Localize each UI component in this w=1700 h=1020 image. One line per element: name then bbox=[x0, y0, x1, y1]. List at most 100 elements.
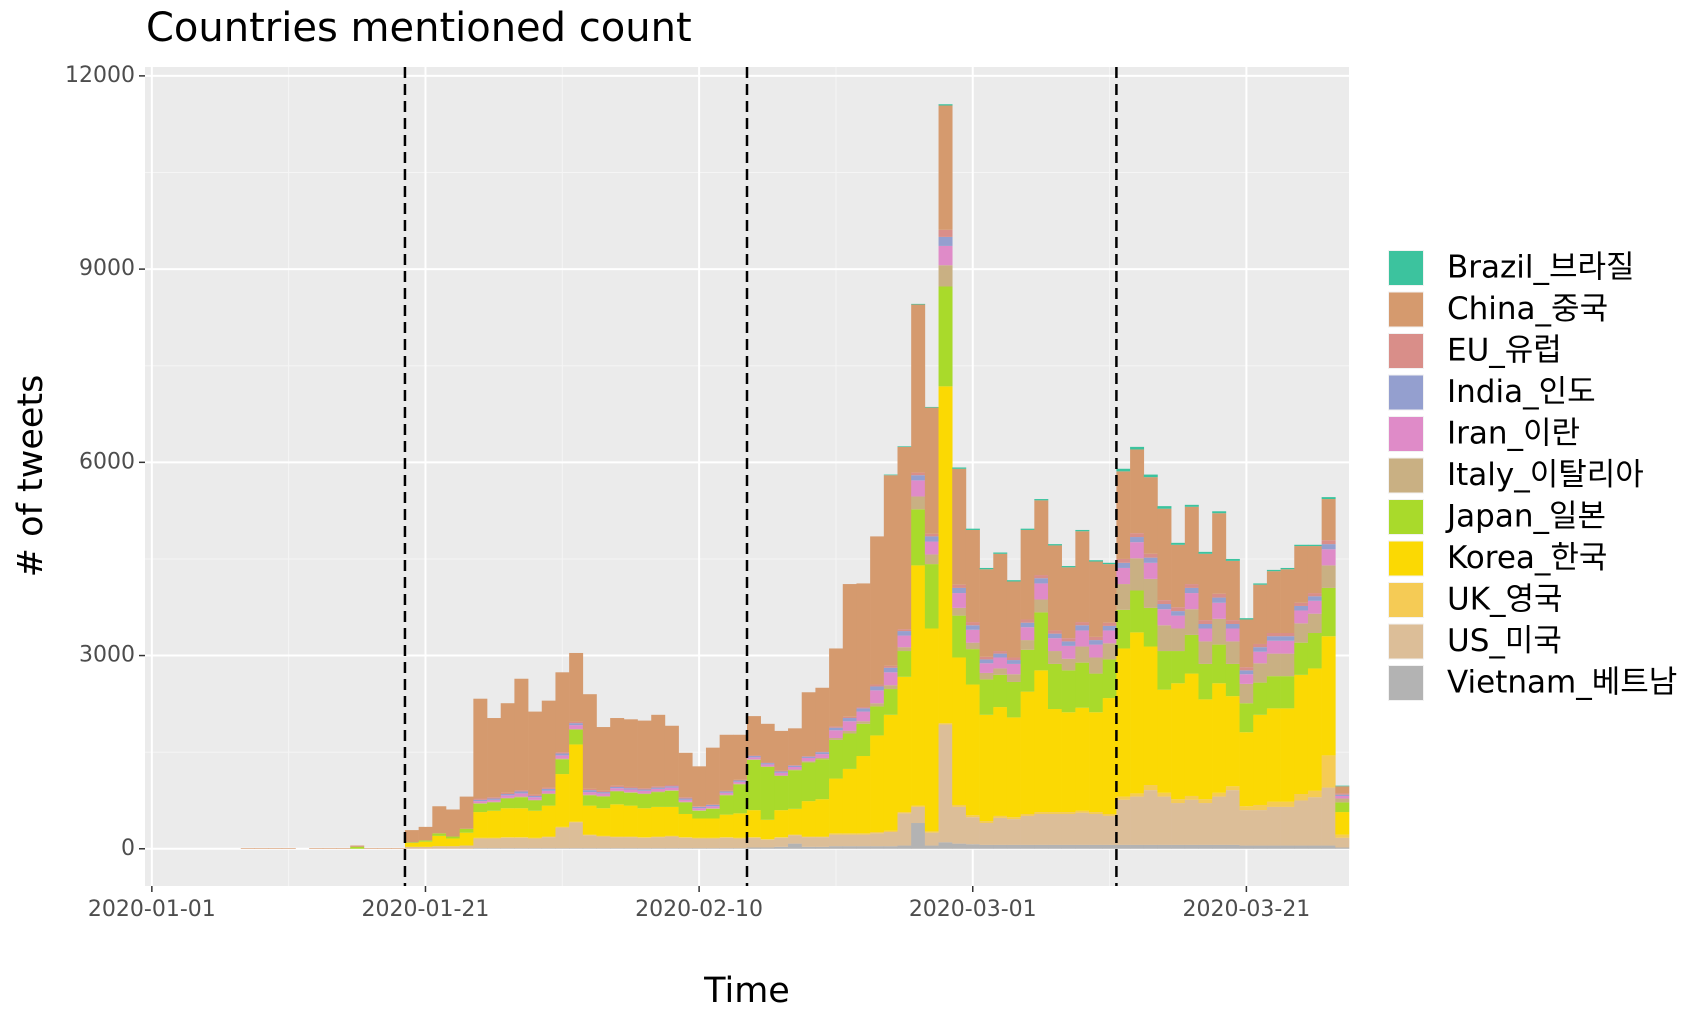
bar-segment bbox=[1089, 560, 1104, 562]
bar-segment bbox=[322, 848, 337, 849]
bar-segment bbox=[1061, 641, 1076, 646]
bar-segment bbox=[897, 635, 912, 648]
bar-segment bbox=[856, 723, 871, 757]
bar-segment bbox=[938, 245, 953, 266]
bar-segment bbox=[1075, 622, 1090, 626]
bar-segment bbox=[623, 805, 638, 837]
bar-segment bbox=[747, 837, 761, 838]
bar-segment bbox=[528, 795, 543, 798]
bar-segment bbox=[1102, 813, 1117, 816]
x-axis-title: Time bbox=[703, 971, 790, 1011]
bar-segment bbox=[993, 657, 1008, 669]
bar-segment bbox=[569, 721, 584, 724]
bar-segment bbox=[938, 265, 953, 287]
bar-segment bbox=[1048, 544, 1062, 546]
bar-segment bbox=[1157, 792, 1172, 797]
bar-segment bbox=[418, 840, 433, 842]
bar-segment bbox=[1212, 597, 1227, 603]
bar-segment bbox=[924, 407, 939, 534]
bar-segment bbox=[1307, 845, 1322, 849]
bar-segment bbox=[541, 790, 556, 794]
bar-segment bbox=[1321, 540, 1336, 545]
bar-segment bbox=[1280, 801, 1295, 807]
legend-label: Brazil_브라질 bbox=[1447, 250, 1635, 286]
legend-swatch bbox=[1389, 624, 1423, 659]
bar-segment bbox=[1075, 529, 1090, 532]
bar-segment bbox=[1335, 812, 1350, 835]
bar-segment bbox=[1212, 792, 1227, 797]
bar-segment bbox=[897, 845, 912, 849]
bar-segment bbox=[473, 803, 488, 813]
bar-segment bbox=[692, 766, 707, 807]
bar-segment bbox=[596, 835, 611, 837]
legend-label: EU_유럽 bbox=[1447, 333, 1562, 369]
bar-segment bbox=[979, 672, 994, 680]
bar-segment bbox=[1171, 799, 1186, 804]
bar-segment bbox=[1198, 553, 1213, 621]
bar-segment bbox=[1307, 544, 1322, 547]
bar-segment bbox=[1061, 844, 1076, 849]
bar-segment bbox=[432, 806, 447, 834]
bar-segment bbox=[1198, 641, 1213, 664]
bar-segment bbox=[541, 805, 556, 837]
bar-segment bbox=[446, 846, 460, 849]
bar-segment bbox=[747, 759, 761, 760]
bar-segment bbox=[897, 812, 912, 814]
bar-segment bbox=[1020, 844, 1035, 849]
bar-segment bbox=[582, 790, 597, 793]
bar-segment bbox=[582, 805, 597, 835]
bar-segment bbox=[774, 846, 789, 849]
bar-segment bbox=[870, 536, 885, 685]
bar-segment bbox=[924, 406, 939, 408]
bar-segment bbox=[719, 792, 734, 795]
bar-segment bbox=[705, 804, 720, 805]
bar-segment bbox=[760, 766, 775, 767]
bar-segment bbox=[1307, 593, 1322, 597]
bar-segment bbox=[829, 648, 844, 727]
bar-segment bbox=[1225, 620, 1240, 624]
bar-segment bbox=[979, 656, 994, 660]
bar-segment bbox=[1130, 537, 1145, 543]
bar-segment bbox=[1102, 564, 1117, 623]
bar-segment bbox=[1075, 810, 1090, 813]
bar-segment bbox=[842, 768, 857, 834]
bar-segment bbox=[788, 770, 803, 809]
bar-segment bbox=[1307, 797, 1322, 846]
bar-segment bbox=[1253, 714, 1268, 805]
bar-segment bbox=[1294, 605, 1309, 611]
bar-segment bbox=[637, 790, 652, 794]
bar-segment bbox=[1212, 513, 1227, 594]
bar-segment bbox=[1266, 571, 1281, 634]
bar-segment bbox=[569, 725, 584, 729]
bar-segment bbox=[1089, 657, 1104, 674]
bar-segment bbox=[1006, 844, 1021, 849]
bar-segment bbox=[1266, 640, 1281, 654]
bar-segment bbox=[733, 783, 748, 785]
bar-segment bbox=[829, 727, 844, 731]
bar-segment bbox=[1184, 634, 1199, 674]
bar-segment bbox=[1116, 844, 1131, 849]
bar-segment bbox=[487, 799, 502, 802]
bar-segment bbox=[514, 791, 529, 794]
bar-segment bbox=[446, 809, 460, 837]
bar-segment bbox=[842, 716, 857, 719]
bar-segment bbox=[1294, 610, 1309, 624]
bar-segment bbox=[623, 789, 638, 793]
bar-segment bbox=[664, 848, 679, 849]
bar-segment bbox=[870, 846, 885, 849]
bar-segment bbox=[1239, 674, 1254, 684]
bar-segment bbox=[1225, 663, 1240, 697]
bar-segment bbox=[842, 846, 857, 849]
bar-segment bbox=[1280, 636, 1295, 641]
bar-segment bbox=[610, 804, 625, 837]
bar-segment bbox=[1335, 798, 1350, 803]
bar-segment bbox=[760, 819, 775, 840]
bar-segment bbox=[842, 733, 857, 769]
bar-segment bbox=[363, 848, 378, 849]
bar-segment bbox=[1198, 844, 1213, 849]
bar-segment bbox=[528, 797, 543, 800]
bar-segment bbox=[432, 846, 447, 849]
bar-segment bbox=[911, 472, 926, 476]
bar-segment bbox=[788, 843, 803, 849]
